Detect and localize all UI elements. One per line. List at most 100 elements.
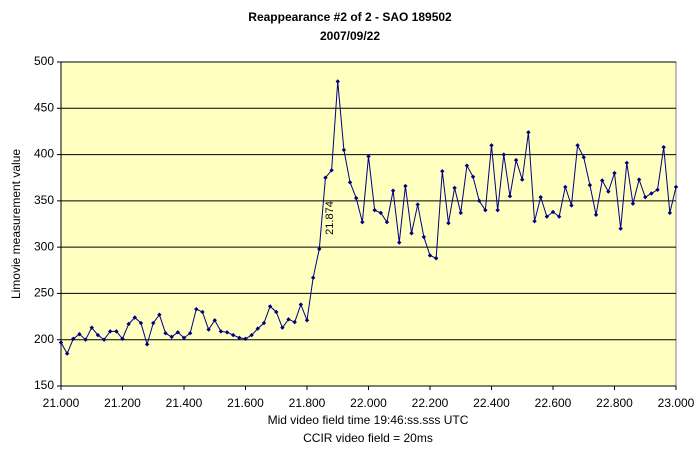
data-point bbox=[446, 220, 451, 226]
data-point bbox=[237, 335, 242, 341]
data-point bbox=[618, 226, 623, 231]
y-tick-label: 400 bbox=[34, 147, 54, 161]
data-point bbox=[421, 234, 427, 240]
data-point bbox=[489, 143, 494, 148]
data-point bbox=[144, 342, 150, 347]
data-point bbox=[169, 334, 174, 340]
data-point bbox=[575, 143, 580, 148]
x-tick-label: 21.000 bbox=[43, 396, 80, 410]
data-point bbox=[526, 130, 531, 135]
data-point bbox=[108, 329, 113, 334]
x-tick-label: 22.000 bbox=[350, 396, 387, 410]
y-tick-label: 500 bbox=[34, 54, 54, 68]
data-point bbox=[390, 188, 396, 193]
data-point bbox=[101, 337, 107, 342]
data-point bbox=[563, 184, 568, 190]
data-point bbox=[274, 309, 279, 315]
x-tick-label: 21.400 bbox=[166, 396, 203, 410]
data-point bbox=[194, 306, 199, 312]
y-tick-label: 250 bbox=[34, 286, 54, 300]
x-tick-label: 21.200 bbox=[104, 396, 141, 410]
data-point bbox=[366, 154, 371, 159]
data-point bbox=[163, 331, 168, 336]
y-axis-label: Limovie measurement value bbox=[9, 149, 23, 299]
data-point bbox=[151, 320, 156, 326]
x-tick-label: 22.400 bbox=[473, 396, 510, 410]
data-point bbox=[569, 203, 574, 208]
data-point bbox=[403, 183, 408, 189]
x-tick-label: 21.800 bbox=[289, 396, 326, 410]
data-point bbox=[624, 160, 629, 166]
data-point bbox=[187, 331, 193, 336]
data-point bbox=[261, 320, 267, 326]
data-point bbox=[71, 336, 76, 341]
data-point bbox=[212, 318, 217, 323]
data-point bbox=[231, 332, 236, 338]
data-point bbox=[114, 329, 119, 334]
x-tick-label: 22.800 bbox=[596, 396, 633, 410]
data-point bbox=[440, 169, 445, 174]
data-point bbox=[452, 185, 457, 191]
data-point bbox=[341, 147, 347, 153]
data-point bbox=[126, 321, 131, 327]
data-point bbox=[83, 337, 88, 342]
x-tick-label: 22.200 bbox=[412, 396, 449, 410]
data-point bbox=[630, 201, 636, 206]
y-tick-label: 200 bbox=[34, 332, 54, 346]
data-point bbox=[218, 329, 224, 334]
data-point bbox=[243, 336, 248, 341]
data-point bbox=[532, 219, 537, 224]
data-point bbox=[206, 327, 211, 332]
data-point bbox=[556, 214, 562, 219]
data-point bbox=[513, 157, 519, 163]
data-point bbox=[89, 325, 94, 330]
y-tick-label: 350 bbox=[34, 193, 54, 207]
data-point bbox=[280, 325, 285, 330]
x-tick-label: 22.600 bbox=[535, 396, 572, 410]
data-point bbox=[470, 174, 476, 179]
data-point bbox=[507, 194, 513, 199]
data-point bbox=[292, 319, 297, 325]
data-point bbox=[329, 168, 334, 173]
data-point bbox=[267, 304, 273, 309]
data-point bbox=[323, 175, 328, 180]
data-point bbox=[600, 178, 605, 183]
data-point bbox=[612, 170, 617, 176]
data-point bbox=[354, 195, 359, 201]
data-point bbox=[593, 212, 599, 217]
plot-area bbox=[60, 61, 677, 387]
data-point bbox=[643, 194, 648, 200]
data-point bbox=[495, 207, 500, 213]
data-point bbox=[397, 240, 402, 245]
data-point bbox=[181, 335, 187, 341]
y-tick-label: 150 bbox=[34, 378, 54, 392]
data-point bbox=[587, 182, 593, 188]
x-tick-label: 23.000 bbox=[658, 396, 695, 410]
data-point bbox=[636, 177, 642, 182]
data-point bbox=[347, 180, 353, 185]
annotation: 21.874 bbox=[324, 201, 336, 235]
data-point bbox=[360, 219, 365, 225]
data-point bbox=[483, 207, 488, 213]
data-point bbox=[255, 326, 260, 331]
chart-subtitle: 2007/09/22 bbox=[320, 29, 380, 43]
data-point bbox=[544, 214, 550, 219]
data-point bbox=[606, 189, 611, 194]
data-point bbox=[58, 340, 64, 345]
data-point bbox=[477, 198, 482, 204]
data-point bbox=[138, 320, 144, 326]
data-point bbox=[378, 210, 383, 216]
data-point bbox=[661, 144, 666, 150]
data-point bbox=[433, 256, 439, 261]
data-point bbox=[304, 318, 310, 323]
data-point bbox=[458, 210, 463, 216]
data-point bbox=[427, 253, 433, 258]
data-point bbox=[77, 331, 82, 337]
data-point bbox=[64, 351, 70, 356]
data-point bbox=[224, 330, 230, 335]
chart-title: Reappearance #2 of 2 - SAO 189502 bbox=[248, 10, 452, 24]
data-point bbox=[157, 312, 162, 317]
data-point bbox=[310, 275, 316, 280]
data-point bbox=[520, 177, 525, 182]
